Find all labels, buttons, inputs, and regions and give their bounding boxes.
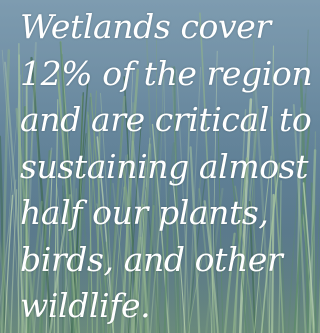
reed-stroke — [100, 92, 115, 333]
reed-stroke — [28, 200, 43, 333]
reed-stroke — [0, 74, 22, 333]
quote-line: wildlife. — [20, 286, 151, 325]
reed-stroke — [139, 143, 152, 333]
reed-stroke — [239, 130, 257, 333]
reed-stroke — [173, 66, 180, 333]
reed-stroke — [268, 45, 275, 333]
reed-stroke — [53, 99, 59, 333]
reed-stroke — [38, 150, 52, 333]
reed-stroke — [15, 107, 36, 333]
reed-stroke — [217, 130, 224, 333]
reed-stroke — [131, 140, 150, 333]
reed-stroke — [172, 179, 186, 333]
reed-stroke — [99, 241, 107, 333]
reed-stroke — [203, 200, 220, 333]
reed-stroke — [302, 182, 316, 333]
reed-stroke — [106, 154, 127, 333]
reed-stroke — [18, 54, 24, 333]
reed-stroke — [155, 142, 176, 333]
reed-stroke — [0, 179, 17, 308]
reed-stroke — [253, 78, 271, 333]
reed-stroke — [108, 95, 126, 333]
reed-stroke — [183, 115, 191, 333]
quote-line: Wetlands cover — [20, 7, 271, 46]
reed-stroke — [156, 39, 158, 333]
reed-stroke — [30, 56, 52, 333]
reed-stroke — [90, 92, 110, 333]
reed-stroke — [293, 126, 311, 333]
reed-stroke — [172, 211, 178, 333]
quote-line: and are critical to — [20, 100, 312, 139]
reed-stroke — [296, 257, 304, 333]
quote-line: birds, and other — [20, 239, 283, 279]
reed-stroke — [162, 59, 170, 333]
reed-stroke — [270, 116, 285, 333]
reed-stroke — [0, 135, 6, 333]
reed-stroke — [275, 129, 286, 333]
reed-stroke — [145, 34, 158, 333]
reed-stroke — [33, 147, 53, 333]
reed-stroke — [1, 49, 21, 333]
reed-stroke — [112, 154, 129, 333]
reed-stroke — [318, 258, 320, 333]
reed-stroke — [60, 40, 80, 333]
reed-stroke — [260, 162, 281, 333]
reed-stroke — [38, 225, 53, 333]
reed-stroke — [86, 90, 97, 333]
reed-stroke — [56, 183, 72, 333]
reed-stroke — [199, 12, 216, 333]
reed-stroke — [10, 189, 18, 333]
reed-stroke — [87, 114, 94, 333]
reed-stroke — [59, 41, 75, 333]
reed-stroke — [163, 215, 170, 333]
reed-stroke — [254, 155, 272, 333]
reed-stroke — [238, 98, 253, 333]
reed-stroke — [4, 194, 14, 333]
reed-stroke — [298, 29, 309, 333]
reed-stroke — [232, 157, 248, 333]
reed-stroke — [53, 131, 70, 333]
reed-stroke — [186, 159, 204, 333]
quote-line: half our plants, — [20, 193, 269, 232]
reed-stroke — [0, 49, 11, 333]
reed-stroke — [96, 123, 101, 333]
reed-stroke — [22, 63, 24, 333]
reed-stroke — [151, 123, 170, 333]
reed-stroke — [120, 68, 140, 333]
reed-stroke — [130, 159, 147, 333]
reed-stroke — [292, 104, 307, 333]
reed-stroke — [175, 69, 190, 333]
reed-stroke — [198, 188, 214, 333]
reed-stroke — [303, 205, 317, 333]
reed-stroke — [74, 96, 92, 333]
reed-stroke — [136, 137, 151, 333]
reed-stroke — [211, 50, 218, 333]
quote-line: sustaining almost — [20, 146, 309, 186]
wetlands-quote-text: Wetlands cover 12% of the region and are… — [20, 4, 316, 330]
reed-stroke — [149, 218, 162, 333]
reed-stroke — [145, 204, 155, 333]
reed-stroke — [234, 185, 255, 333]
reed-stroke — [171, 65, 182, 333]
reed-stroke — [40, 150, 51, 333]
reed-stroke — [103, 162, 113, 333]
reed-stroke — [123, 76, 138, 333]
reed-stroke — [233, 199, 251, 333]
reed-stroke — [189, 146, 201, 333]
reed-stroke — [313, 131, 316, 333]
reed-stroke — [63, 193, 68, 333]
reed-stroke — [314, 200, 320, 333]
quote-line: 12% of the region — [20, 53, 313, 93]
reed-stroke — [128, 120, 142, 333]
reed-stroke — [0, 310, 2, 333]
reed-stroke — [187, 252, 204, 333]
reed-stroke — [87, 111, 105, 333]
reed-stroke — [171, 207, 179, 333]
reed-stroke — [56, 212, 59, 333]
reed-stroke — [155, 62, 165, 333]
reed-stroke — [112, 182, 128, 333]
reed-stroke — [223, 232, 236, 333]
